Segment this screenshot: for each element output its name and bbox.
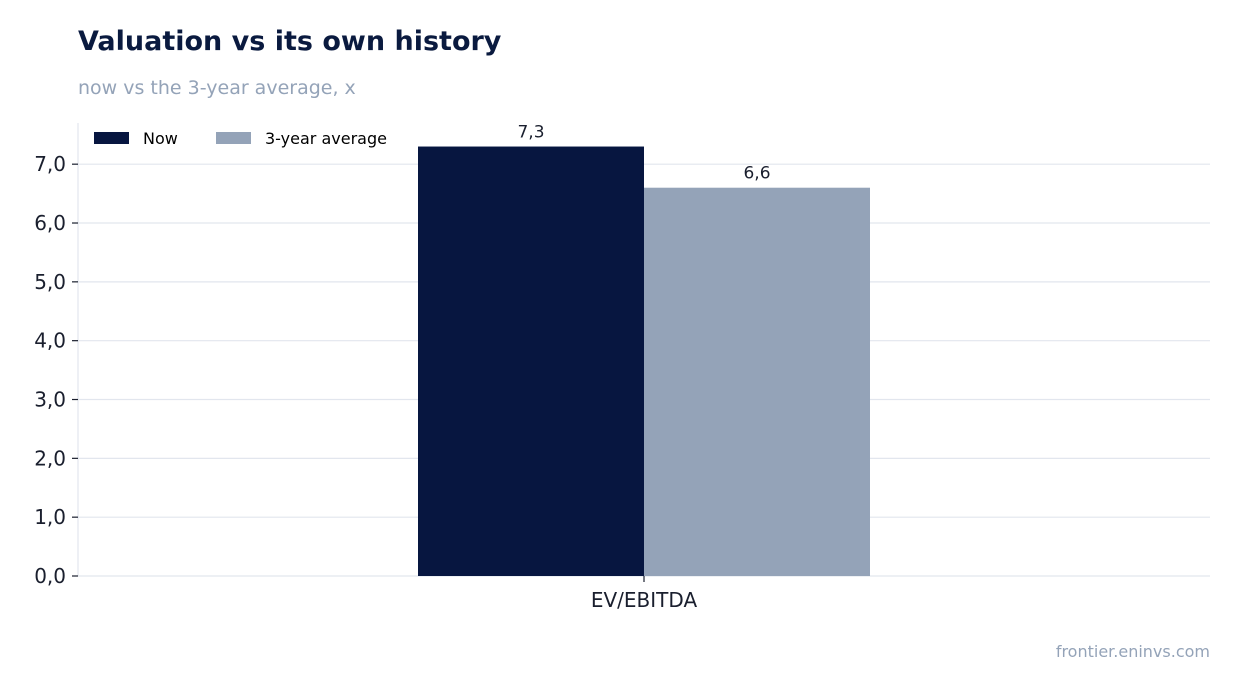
source-credit: frontier.eninvs.com <box>1055 642 1210 661</box>
chart-subtitle: now vs the 3-year average, x <box>78 77 356 99</box>
bar-now <box>418 146 644 576</box>
y-tick-label: 1,0 <box>34 505 66 529</box>
legend-swatch-now <box>94 132 129 144</box>
y-tick-label: 0,0 <box>34 564 66 588</box>
y-tick-label: 5,0 <box>34 270 66 294</box>
y-tick-label: 4,0 <box>34 329 66 353</box>
legend-label: 3-year average <box>265 129 387 148</box>
y-tick-label: 2,0 <box>34 446 66 470</box>
y-tick-label: 7,0 <box>34 152 66 176</box>
y-tick-label: 6,0 <box>34 211 66 235</box>
y-tick-label: 3,0 <box>34 388 66 412</box>
bar-average <box>644 187 870 576</box>
chart-title: Valuation vs its own history <box>78 26 502 57</box>
data-label: 6,6 <box>743 164 770 184</box>
legend-label: Now <box>143 129 178 148</box>
data-label: 7,3 <box>517 123 544 143</box>
x-tick-label: EV/EBITDA <box>591 588 698 612</box>
legend-swatch-average <box>216 132 251 144</box>
